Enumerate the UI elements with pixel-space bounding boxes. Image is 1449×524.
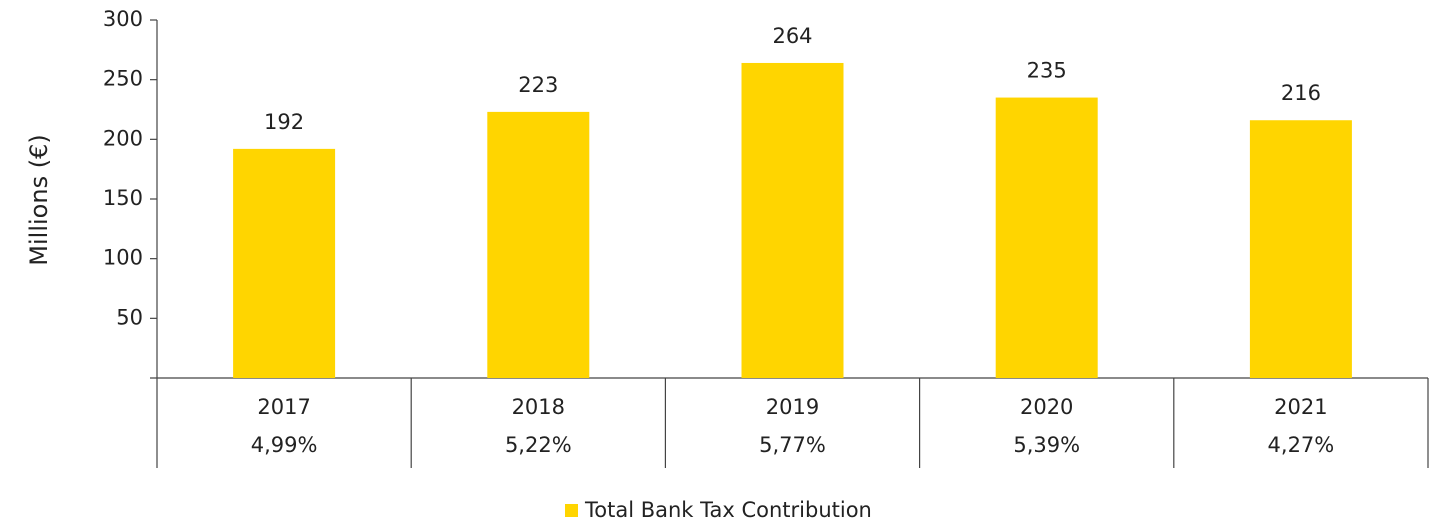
y-tick-label: 100 [103,246,143,270]
x-sub-label: 5,39% [1013,433,1080,457]
value-label: 264 [772,24,812,48]
value-label: 235 [1027,59,1067,83]
x-tick-label: 2017 [257,395,310,419]
y-tick-label: 200 [103,126,143,150]
bar [995,97,1098,379]
y-tick-label: 150 [103,186,143,210]
y-tick-label: 50 [116,305,143,329]
bar [487,111,590,379]
x-tick-label: 2020 [1020,395,1073,419]
x-tick-label: 2019 [766,395,819,419]
x-sub-label: 4,27% [1268,433,1335,457]
x-tick-label: 2021 [1274,395,1327,419]
value-label: 223 [518,73,558,97]
value-label: 216 [1281,81,1321,105]
y-axis-label: Millions (€) [25,134,53,265]
bar [1249,120,1352,379]
bar [741,62,844,379]
legend-swatch [565,504,578,517]
x-sub-label: 4,99% [251,433,318,457]
value-label: 192 [264,110,304,134]
x-sub-label: 5,22% [505,433,572,457]
y-tick-label: 300 [103,7,143,31]
y-tick-label: 250 [103,67,143,91]
legend-label: Total Bank Tax Contribution [584,498,872,522]
x-tick-label: 2018 [512,395,565,419]
bar [233,148,336,378]
x-sub-label: 5,77% [759,433,826,457]
